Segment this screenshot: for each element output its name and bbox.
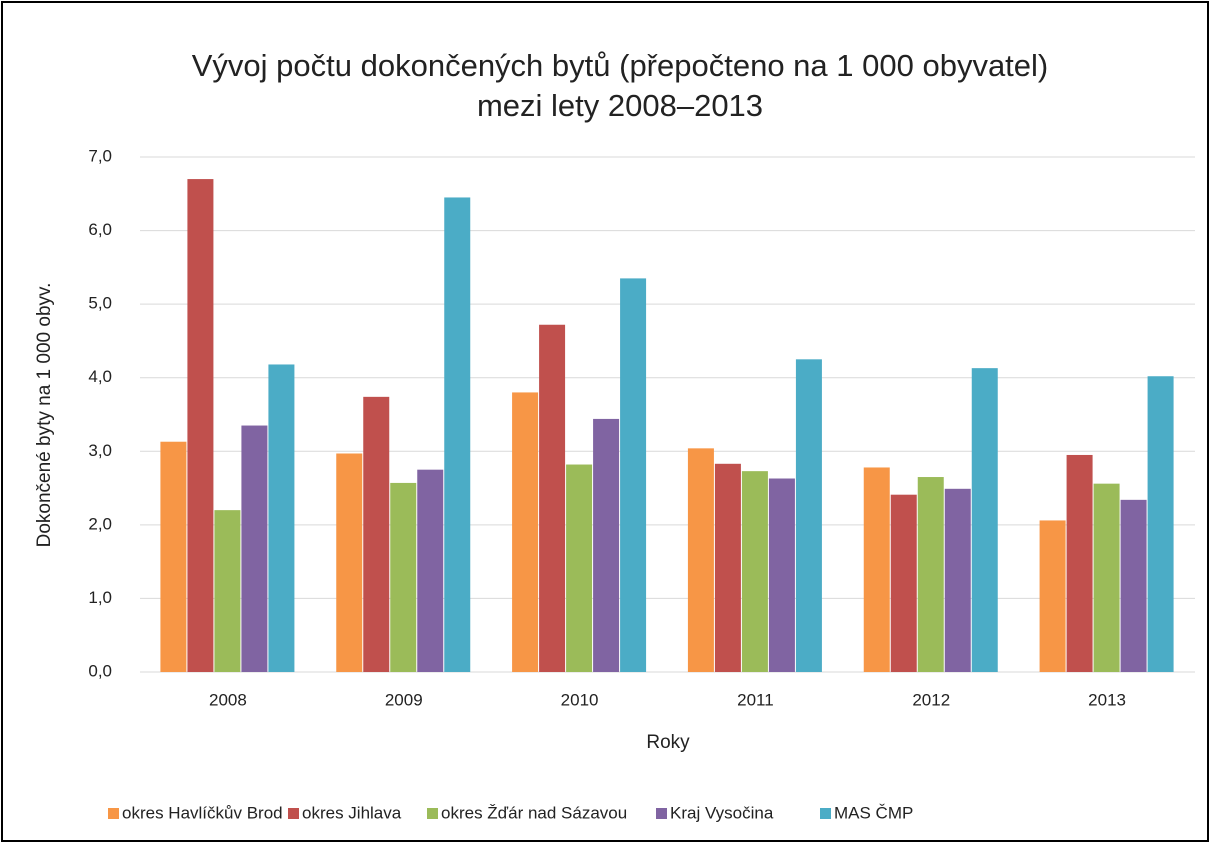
x-tick-label: 2012 xyxy=(912,690,950,709)
x-tick-label: 2010 xyxy=(561,690,599,709)
y-axis-label: Dokončené byty na 1 000 obyv. xyxy=(34,283,55,548)
bar xyxy=(741,471,768,672)
legend-label: okres Žďár nad Sázavou xyxy=(441,803,627,822)
bar xyxy=(160,441,187,672)
bar xyxy=(863,467,890,672)
bar xyxy=(363,396,390,672)
bar xyxy=(214,510,241,672)
bar xyxy=(620,278,647,672)
y-tick-label: 6,0 xyxy=(88,220,112,239)
legend-swatch xyxy=(656,808,667,819)
y-tick-label: 0,0 xyxy=(88,661,112,680)
bar xyxy=(971,368,998,672)
bar xyxy=(268,364,295,672)
legend-label: okres Havlíčkův Brod xyxy=(122,803,283,822)
bar xyxy=(917,477,944,672)
bar xyxy=(1147,376,1174,672)
x-tick-label: 2009 xyxy=(385,690,423,709)
bar xyxy=(1120,499,1147,672)
y-tick-label: 1,0 xyxy=(88,588,112,607)
bar xyxy=(539,324,566,672)
bar xyxy=(417,469,444,672)
x-tick-label: 2008 xyxy=(209,690,247,709)
bar xyxy=(714,463,741,672)
y-tick-label: 4,0 xyxy=(88,367,112,386)
bar xyxy=(566,464,593,672)
bar xyxy=(890,494,917,672)
y-tick-label: 3,0 xyxy=(88,441,112,460)
legend-swatch xyxy=(820,808,831,819)
bar xyxy=(593,418,620,672)
bar xyxy=(795,359,822,672)
bar xyxy=(1066,454,1093,672)
legend-label: okres Jihlava xyxy=(302,803,402,822)
chart-title: mezi lety 2008–2013 xyxy=(477,88,763,123)
bar xyxy=(444,197,471,672)
bar xyxy=(336,453,363,672)
bar xyxy=(187,179,214,673)
chart-title: Vývoj počtu dokončených bytů (přepočteno… xyxy=(192,48,1049,83)
bar xyxy=(687,448,714,672)
x-axis-label: Roky xyxy=(646,732,690,753)
y-tick-label: 5,0 xyxy=(88,294,112,313)
legend-swatch xyxy=(427,808,438,819)
bar xyxy=(1039,520,1066,672)
bar xyxy=(944,488,971,672)
bar xyxy=(241,425,268,672)
bar xyxy=(768,478,795,672)
bar xyxy=(512,392,539,672)
x-tick-label: 2013 xyxy=(1088,690,1126,709)
x-tick-label: 2011 xyxy=(737,690,774,709)
y-tick-label: 7,0 xyxy=(88,146,112,165)
legend-swatch xyxy=(288,808,299,819)
legend-swatch xyxy=(108,808,119,819)
bar xyxy=(1093,483,1120,672)
legend-label: MAS ČMP xyxy=(834,803,913,822)
y-tick-label: 2,0 xyxy=(88,514,112,533)
legend-label: Kraj Vysočina xyxy=(670,803,774,822)
bar xyxy=(390,482,417,672)
